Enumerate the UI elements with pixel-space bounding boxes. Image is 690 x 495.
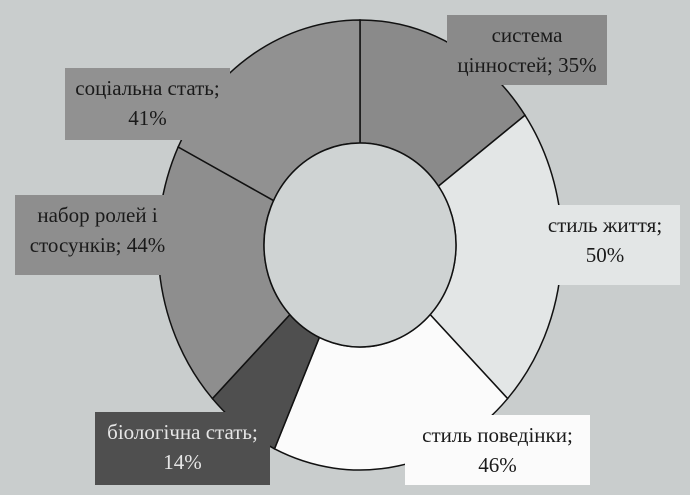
donut-hole — [263, 142, 457, 348]
slice-label: стиль поведінки; 46% — [405, 415, 590, 485]
slice-label: соціальна стать; 41% — [65, 68, 230, 140]
slice-label: стиль життя; 50% — [530, 205, 680, 285]
value-label: 14% — [163, 450, 202, 474]
category-label: стиль поведінки; — [422, 423, 573, 447]
value-label: 50% — [585, 243, 625, 267]
value-label: 44% — [126, 233, 166, 257]
category-label: біологічна стать; — [107, 420, 258, 444]
slice-label: набор ролей і стосунків; 44% — [15, 195, 180, 275]
value-label: 46% — [478, 453, 517, 477]
slice-label: біологічна стать; 14% — [95, 412, 270, 485]
category-label: набор ролей і стосунків; — [29, 203, 158, 257]
category-label: соціальна стать; — [75, 76, 220, 100]
slice-label: система цінностей; 35% — [447, 15, 607, 85]
category-label: стиль життя; — [547, 213, 663, 237]
value-label: 35% — [558, 53, 597, 77]
value-label: 41% — [128, 106, 167, 130]
category-label: система цінностей; — [457, 23, 563, 77]
